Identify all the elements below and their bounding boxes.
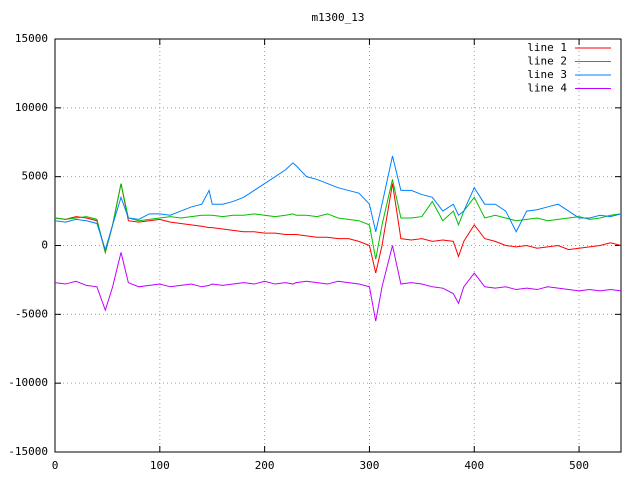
legend-label: line 3 <box>527 68 567 81</box>
y-tick-label: -15000 <box>8 445 48 458</box>
y-tick-label: 15000 <box>15 32 48 45</box>
data-line <box>54 183 622 274</box>
y-tick-label: 10000 <box>15 101 48 114</box>
data-line <box>54 155 622 252</box>
y-tick-label: -5000 <box>15 307 48 320</box>
y-tick-label: -10000 <box>8 376 48 389</box>
legend-label: line 1 <box>527 41 567 54</box>
x-tick-label: 300 <box>360 459 380 472</box>
x-tick-label: 500 <box>569 459 589 472</box>
chart-title: m1300_13 <box>312 11 365 24</box>
x-tick-label: 200 <box>255 459 275 472</box>
data-line <box>54 245 622 322</box>
data-line <box>54 179 622 260</box>
y-tick-label: 5000 <box>22 170 49 183</box>
x-tick-label: 0 <box>52 459 59 472</box>
legend-label: line 2 <box>527 55 567 68</box>
x-tick-label: 100 <box>150 459 170 472</box>
legend-label: line 4 <box>527 82 567 95</box>
y-tick-label: 0 <box>41 239 48 252</box>
x-tick-label: 400 <box>464 459 484 472</box>
